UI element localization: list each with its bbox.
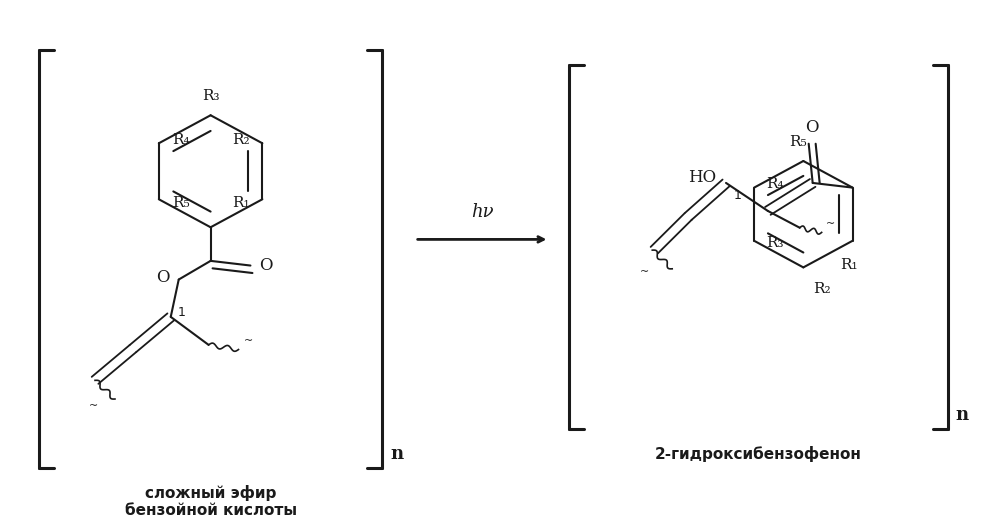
Text: сложный эфир
бензойной кислоты: сложный эфир бензойной кислоты (125, 485, 297, 518)
Text: R₃: R₃ (202, 89, 220, 103)
Text: R₂: R₂ (813, 282, 831, 296)
Text: HO: HO (688, 169, 716, 186)
Text: ~: ~ (89, 401, 98, 411)
Text: R₅: R₅ (172, 196, 190, 210)
Text: R₁: R₁ (232, 196, 250, 210)
Text: O: O (156, 269, 170, 286)
Text: n: n (390, 446, 403, 463)
Text: R₄: R₄ (172, 133, 190, 147)
Text: R₂: R₂ (232, 133, 250, 147)
Text: 1: 1 (734, 189, 742, 202)
Text: hν: hν (471, 203, 494, 220)
Text: O: O (260, 257, 273, 274)
Text: ~: ~ (639, 267, 649, 277)
Text: 1: 1 (178, 306, 186, 319)
Text: 2-гидроксибензофенон: 2-гидроксибензофенон (655, 446, 862, 462)
Text: R₁: R₁ (840, 257, 857, 271)
Text: ~: ~ (244, 336, 253, 346)
Text: R₅: R₅ (789, 135, 807, 149)
Text: R₃: R₃ (766, 236, 783, 250)
Text: O: O (805, 119, 818, 136)
Text: R₄: R₄ (766, 177, 784, 191)
Text: ~: ~ (825, 219, 835, 229)
Text: n: n (956, 406, 969, 424)
